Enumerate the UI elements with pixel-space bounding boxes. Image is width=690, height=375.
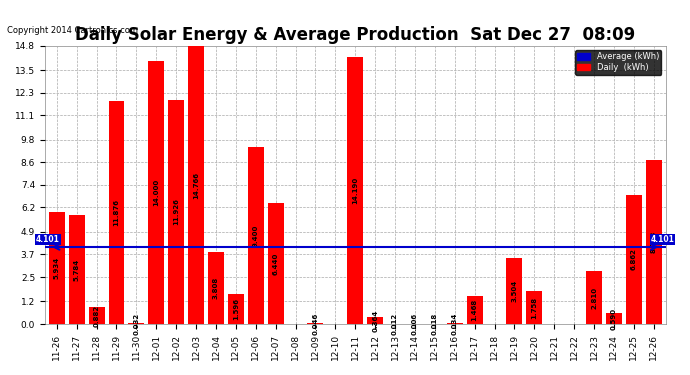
- Bar: [646, 160, 662, 324]
- Text: 6.862: 6.862: [631, 249, 637, 270]
- Text: 6.440: 6.440: [273, 252, 279, 274]
- Text: 5.784: 5.784: [74, 258, 79, 281]
- Bar: [268, 203, 284, 324]
- Text: 5.934: 5.934: [54, 257, 60, 279]
- Text: 14.000: 14.000: [153, 179, 159, 206]
- Text: 14.766: 14.766: [193, 172, 199, 199]
- Bar: [586, 271, 602, 324]
- Text: 0.590: 0.590: [611, 308, 617, 330]
- Bar: [69, 215, 85, 324]
- Text: 0.032: 0.032: [133, 313, 139, 335]
- Bar: [88, 308, 105, 324]
- Bar: [308, 323, 324, 324]
- Text: 0.018: 0.018: [432, 313, 438, 335]
- Bar: [606, 313, 622, 324]
- Text: 0.006: 0.006: [412, 313, 418, 335]
- Text: 0.034: 0.034: [452, 312, 457, 335]
- Bar: [248, 147, 264, 324]
- Text: 1.758: 1.758: [531, 297, 538, 319]
- Bar: [367, 317, 383, 324]
- Text: 11.876: 11.876: [113, 199, 119, 226]
- Text: 0.882: 0.882: [94, 304, 99, 327]
- Text: 3.504: 3.504: [511, 280, 518, 302]
- Bar: [148, 61, 164, 324]
- Bar: [466, 296, 482, 324]
- Text: 3.808: 3.808: [213, 277, 219, 299]
- Text: 9.400: 9.400: [253, 225, 259, 247]
- Bar: [168, 100, 184, 324]
- Bar: [446, 323, 463, 324]
- Text: 1.596: 1.596: [233, 298, 239, 320]
- Bar: [188, 46, 204, 324]
- Text: 14.190: 14.190: [352, 177, 358, 204]
- Bar: [108, 101, 124, 324]
- Title: Daily Solar Energy & Average Production  Sat Dec 27  08:09: Daily Solar Energy & Average Production …: [75, 26, 635, 44]
- Bar: [506, 258, 522, 324]
- Bar: [49, 213, 65, 324]
- Bar: [626, 195, 642, 324]
- Bar: [228, 294, 244, 324]
- Text: 0.012: 0.012: [392, 313, 398, 335]
- Text: 4.101: 4.101: [651, 235, 675, 244]
- Text: 8.708: 8.708: [651, 231, 657, 253]
- Text: 2.810: 2.810: [591, 286, 597, 309]
- Bar: [347, 57, 363, 324]
- Text: Copyright 2014 Cartronics.com: Copyright 2014 Cartronics.com: [7, 26, 138, 35]
- Bar: [128, 323, 144, 324]
- Text: 0.046: 0.046: [313, 312, 319, 335]
- Text: 11.926: 11.926: [173, 198, 179, 225]
- Bar: [208, 252, 224, 324]
- Legend: Average (kWh), Daily  (kWh): Average (kWh), Daily (kWh): [575, 50, 662, 75]
- Bar: [526, 291, 542, 324]
- Text: 0.364: 0.364: [372, 309, 378, 332]
- Text: 1.468: 1.468: [472, 299, 477, 321]
- Text: 4.101: 4.101: [36, 235, 60, 244]
